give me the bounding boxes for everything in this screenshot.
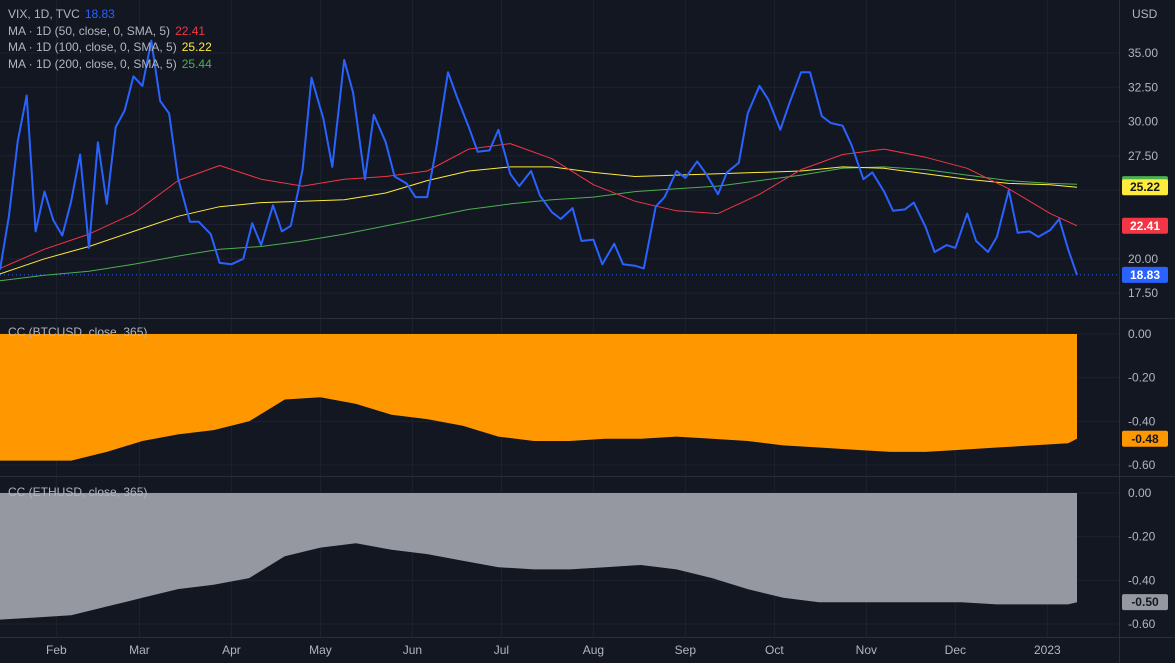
eth-axis-tick: 0.00 bbox=[1128, 486, 1152, 500]
btc-correlation-area bbox=[0, 334, 1077, 461]
ma50-series-line bbox=[0, 143, 1078, 269]
time-axis-label[interactable]: Oct bbox=[765, 643, 784, 657]
vix-series-line bbox=[0, 39, 1078, 276]
btc-value-badge-text: -0.48 bbox=[1131, 432, 1159, 446]
price-axis-unit: USD bbox=[1132, 7, 1158, 21]
ma100-price-badge: 25.22 bbox=[1122, 179, 1168, 196]
price-axis-tick: 35.00 bbox=[1128, 46, 1158, 60]
ma50-price-badge-bg bbox=[1122, 217, 1168, 234]
price-axis-tick: 32.50 bbox=[1128, 80, 1158, 94]
time-axis: Feb Mar Apr May Jun Jul Aug Sep Oct Nov Dec 2023 bbox=[46, 643, 1061, 657]
eth-correlation-area bbox=[0, 493, 1077, 620]
time-axis-label[interactable]: Dec bbox=[945, 643, 966, 657]
price-axis-tick: 17.50 bbox=[1128, 286, 1158, 300]
legend-row-vix[interactable]: VIX, 1D, TVC 18.83 bbox=[8, 6, 212, 23]
eth-pane-title[interactable]: CC (ETHUSD, close, 365) bbox=[8, 485, 148, 499]
price-axis-tick: 20.00 bbox=[1128, 252, 1158, 266]
ma100-series-line bbox=[0, 166, 1078, 275]
legend-value-ma100: 25.22 bbox=[181, 40, 212, 54]
ma50-price-badge-text: 22.41 bbox=[1130, 219, 1160, 233]
btc-axis-tick: -0.40 bbox=[1128, 414, 1156, 428]
legend-value-ma50: 22.41 bbox=[175, 23, 206, 38]
legend-label-ma50: MA · 1D (50, close, 0, SMA, 5) bbox=[8, 23, 171, 38]
btc-pane-title[interactable]: CC (BTCUSD, close, 365) bbox=[8, 325, 148, 339]
legend-value-vix: 18.83 bbox=[84, 7, 115, 21]
main-legend: VIX, 1D, TVC 18.83 MA · 1D (50, close, 0,… bbox=[8, 6, 212, 72]
last-price-badge: 18.83 bbox=[1122, 266, 1168, 283]
time-axis-label[interactable]: Sep bbox=[675, 643, 697, 657]
btc-value-badge: -0.48 bbox=[1122, 430, 1168, 447]
eth-value-badge: -0.50 bbox=[1122, 594, 1168, 611]
ma50-price-badge: 22.41 bbox=[1122, 217, 1168, 234]
legend-row-ma100[interactable]: MA · 1D (100, close, 0, SMA, 5) 25.22 bbox=[8, 39, 212, 56]
price-axis-tick: 27.50 bbox=[1128, 149, 1158, 163]
btc-correlation-series bbox=[0, 334, 1077, 461]
legend-row-ma50[interactable]: MA · 1D (50, close, 0, SMA, 5) 22.41 bbox=[8, 23, 212, 40]
legend-label-ma200: MA · 1D (200, close, 0, SMA, 5) bbox=[8, 56, 177, 71]
time-axis-label[interactable]: Jun bbox=[403, 643, 422, 657]
time-axis-label[interactable]: Apr bbox=[222, 643, 241, 657]
eth-axis-tick: -0.20 bbox=[1128, 530, 1156, 544]
time-axis-label[interactable]: Mar bbox=[129, 643, 150, 657]
legend-row-ma200[interactable]: MA · 1D (200, close, 0, SMA, 5) 25.44 bbox=[8, 56, 212, 73]
eth-value-badge-text: -0.50 bbox=[1131, 595, 1159, 609]
eth-value-badge-bg bbox=[1122, 594, 1168, 611]
ma100-price-badge-text: 25.22 bbox=[1130, 180, 1160, 194]
legend-label-vix: VIX, 1D, TVC bbox=[8, 7, 80, 21]
btc-value-badge-bg bbox=[1122, 430, 1168, 447]
ma100-price-badge-bg bbox=[1122, 179, 1168, 196]
time-axis-label[interactable]: Feb bbox=[46, 643, 67, 657]
time-axis-label[interactable]: May bbox=[309, 643, 332, 657]
vix-price-lines bbox=[0, 39, 1119, 282]
eth-correlation-series bbox=[0, 493, 1077, 620]
eth-axis-tick: -0.60 bbox=[1128, 617, 1156, 631]
ma200-series-line bbox=[0, 166, 1078, 282]
last-price-badge-text: 18.83 bbox=[1130, 268, 1160, 282]
time-axis-label[interactable]: 2023 bbox=[1034, 643, 1061, 657]
time-axis-label[interactable]: Aug bbox=[583, 643, 604, 657]
time-axis-label[interactable]: Nov bbox=[856, 643, 877, 657]
price-axis-tick: 30.00 bbox=[1128, 115, 1158, 129]
time-axis-label[interactable]: Jul bbox=[494, 643, 509, 657]
eth-axis-tick: -0.40 bbox=[1128, 573, 1156, 587]
legend-label-ma100: MA · 1D (100, close, 0, SMA, 5) bbox=[8, 40, 177, 54]
btc-axis-tick: -0.60 bbox=[1128, 458, 1156, 472]
last-price-badge-bg bbox=[1122, 266, 1168, 283]
legend-value-ma200: 25.44 bbox=[181, 56, 212, 71]
btc-axis-tick: -0.20 bbox=[1128, 371, 1156, 385]
btc-axis-tick: 0.00 bbox=[1128, 327, 1152, 341]
